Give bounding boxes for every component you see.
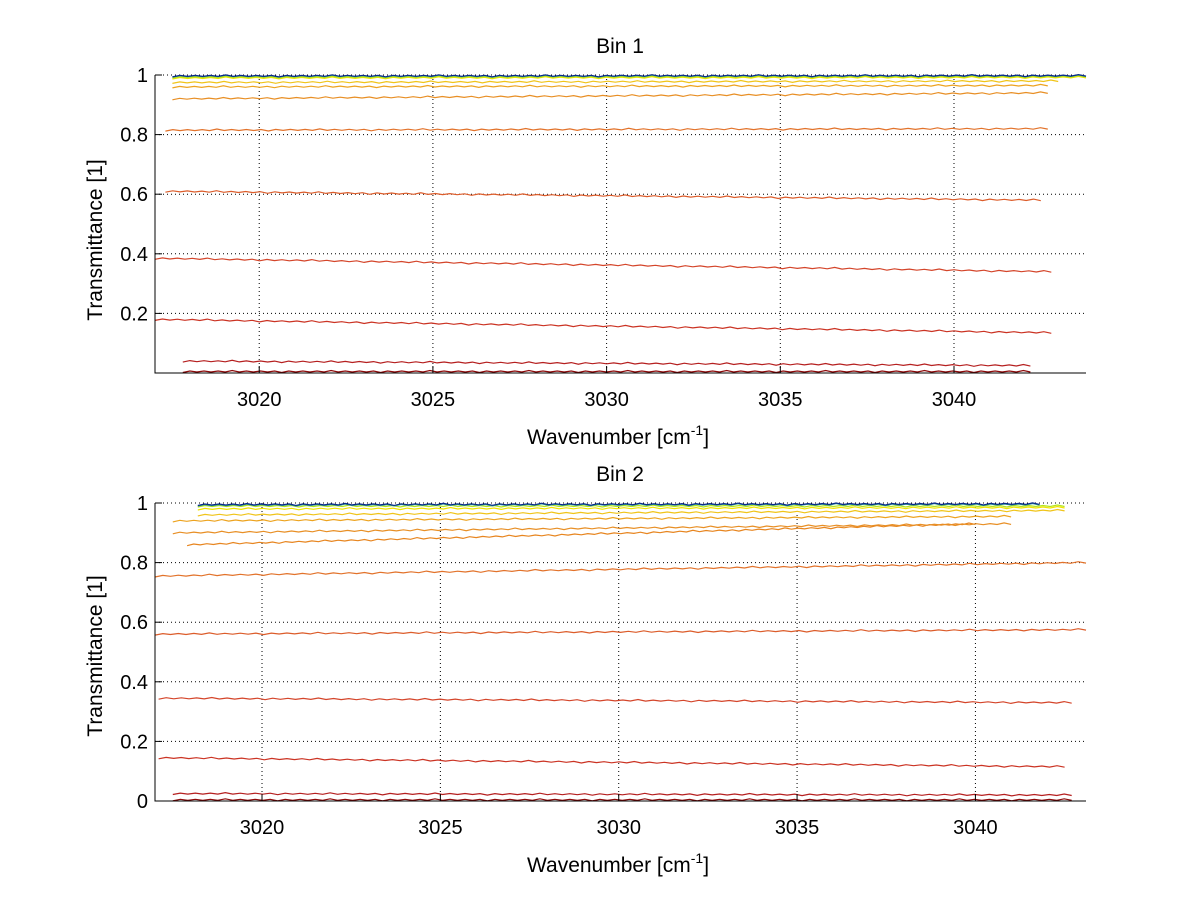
x-axis-label-bin-1: Wavenumber [cm-1] xyxy=(527,422,709,449)
y-tick-label: 1 xyxy=(137,493,148,515)
series-line-bin-2-6 xyxy=(172,514,1012,523)
ticks-bin-2: 3020 3025 3030 3035 3040 0 0.2 0.4 0.6 0.8 1 xyxy=(120,493,997,839)
chart-bin-2: 3020 3025 3030 3035 3040 0 0.2 0.4 0.6 0.8 1 Bin 2… xyxy=(84,463,1087,877)
series-line-bin-2-3 xyxy=(197,504,1065,508)
series-group-bin-2 xyxy=(154,502,1087,802)
x-tick-label: 3025 xyxy=(411,389,456,411)
series-line-bin-1-7 xyxy=(172,91,1048,101)
chart-title-bin-1: Bin 1 xyxy=(596,35,644,58)
x-tick-label: 3040 xyxy=(953,817,998,839)
series-line-bin-1-4 xyxy=(172,75,1087,80)
y-tick-label: 0 xyxy=(137,791,148,813)
y-tick-label: 0.6 xyxy=(120,184,148,206)
series-line-bin-1-10 xyxy=(154,257,1052,273)
series-line-bin-1-11 xyxy=(154,318,1052,334)
series-line-bin-2-11 xyxy=(158,696,1072,705)
series-line-bin-1-9 xyxy=(165,190,1041,202)
x-tick-label: 3020 xyxy=(240,817,285,839)
y-tick-label: 0.2 xyxy=(120,303,148,325)
series-line-bin-2-8 xyxy=(186,522,976,547)
grid-bin-2 xyxy=(155,502,1086,802)
y-tick-label: 0.4 xyxy=(120,672,148,694)
series-line-bin-2-4 xyxy=(197,505,1065,511)
series-line-bin-2-9 xyxy=(154,561,1087,578)
x-tick-label: 3020 xyxy=(237,389,282,411)
plot-area-bin-2 xyxy=(155,503,1086,801)
series-line-bin-2-7 xyxy=(172,522,1012,535)
series-group-bin-1 xyxy=(154,73,1087,374)
x-tick-label: 3035 xyxy=(758,389,803,411)
x-tick-label: 3030 xyxy=(596,817,641,839)
y-tick-label: 0.6 xyxy=(120,612,148,634)
x-tick-label: 3040 xyxy=(932,389,977,411)
series-line-bin-1-6 xyxy=(172,83,1048,89)
x-axis-label-bin-2: Wavenumber [cm-1] xyxy=(527,850,709,877)
x-tick-label: 3025 xyxy=(418,817,463,839)
y-tick-label: 0.8 xyxy=(120,553,148,575)
y-tick-label: 1 xyxy=(137,65,148,87)
y-tick-label: 0.2 xyxy=(120,731,148,753)
y-axis-label-bin-1: Transmittance [1] xyxy=(84,159,107,320)
series-line-bin-2-10 xyxy=(154,628,1087,636)
plot-area-bin-1 xyxy=(155,75,1086,373)
series-line-bin-1-5 xyxy=(172,79,1059,84)
axes-box-bin-1 xyxy=(154,75,1086,374)
series-line-bin-2-13 xyxy=(172,791,1072,797)
chart-title-bin-2: Bin 2 xyxy=(596,463,644,486)
x-tick-label: 3035 xyxy=(775,817,820,839)
y-tick-label: 0.4 xyxy=(120,244,148,266)
series-line-bin-2-1 xyxy=(197,502,1040,507)
series-line-bin-1-1 xyxy=(172,73,1087,78)
x-tick-label: 3030 xyxy=(584,389,629,411)
y-tick-label: 0.8 xyxy=(120,125,148,147)
series-line-bin-2-12 xyxy=(158,756,1065,768)
ticks-bin-1: 3020 3025 3030 3035 3040 0.2 0.4 0.6 0.8 1 xyxy=(120,65,976,411)
series-line-bin-1-3 xyxy=(172,74,1087,79)
series-line-bin-2-5 xyxy=(197,508,1065,517)
series-line-bin-1-12 xyxy=(182,359,1031,367)
series-line-bin-2-14 xyxy=(172,798,1072,802)
y-axis-label-bin-2: Transmittance [1] xyxy=(84,575,107,736)
series-line-bin-1-8 xyxy=(165,127,1048,132)
